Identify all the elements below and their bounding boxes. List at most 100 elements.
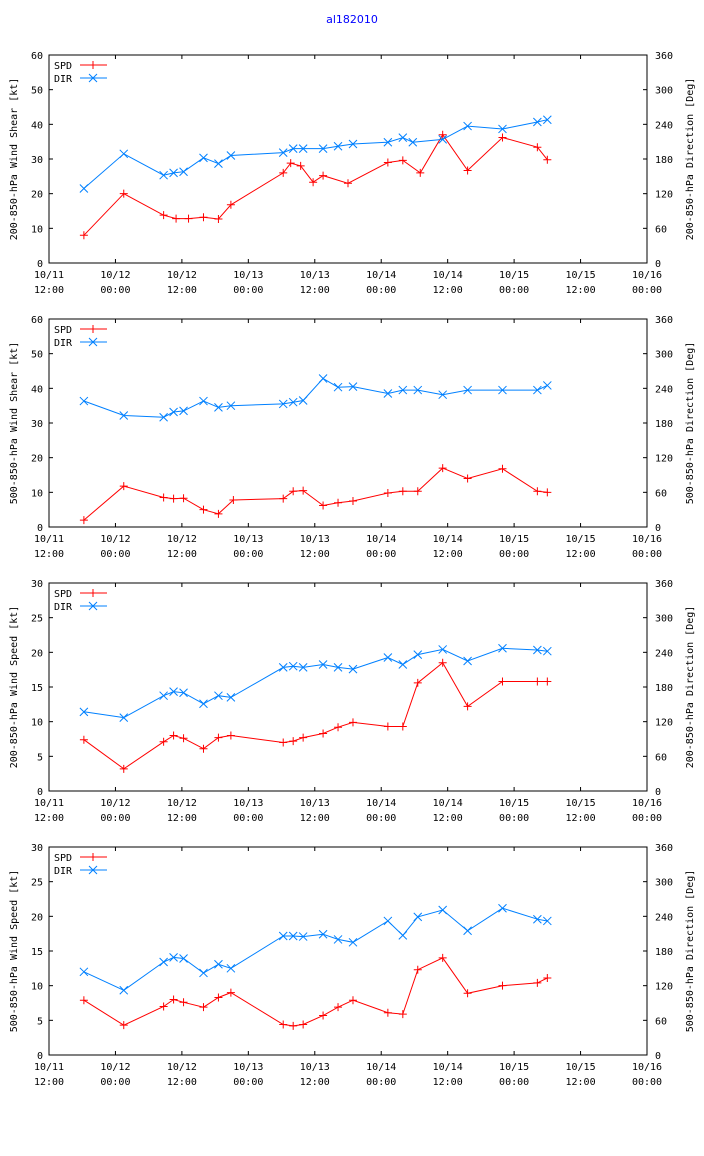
chart-3-x-tick-time: 12:00 [167,813,197,824]
chart-1-x-tick-time: 00:00 [632,285,662,296]
chart-1-spd-point [119,189,128,198]
chart-3-spd-point [533,677,542,686]
chart-3-x-tick-date: 10/16 [632,798,662,809]
chart-2-y-tick-label: 60 [31,315,43,326]
chart-1-spd-point [159,211,168,220]
chart-4-x-tick-time: 12:00 [34,1077,64,1088]
chart-3-spd-point [348,718,357,727]
chart-3-x-tick-time: 00:00 [499,813,529,824]
chart-2-y2-tick-label: 240 [655,384,673,395]
chart-4-spd-point [119,1021,128,1030]
chart-1-y2-tick-label: 0 [655,259,661,270]
page-title: al182010 [326,13,378,26]
chart-2-spd-point [533,487,542,496]
chart-2-y-tick-label: 10 [31,488,43,499]
chart-2-dir-point [226,401,236,411]
chart-3-dir-point [79,707,89,717]
chart-4-spd-line [83,957,548,1027]
chart-2-y2-tick-label: 360 [655,315,673,326]
chart-1-x-tick-time: 00:00 [233,285,263,296]
chart-2-legend-spd-marker [89,325,97,333]
chart-1-x-tick-date: 10/16 [632,270,662,281]
chart-1-legend-dir-label: DIR [54,74,73,85]
chart-2-x-tick-time: 12:00 [433,549,463,560]
chart-4-y-tick-label: 20 [31,912,43,923]
chart-4-spd-point [498,981,507,990]
chart-3-spd-point [383,722,392,731]
chart-3-y2-axis-title: 200-850-hPa Direction [Deg] [685,606,696,769]
chart-4-x-tick-date: 10/11 [34,1062,64,1073]
chart-4-y2-tick-label: 0 [655,1051,661,1062]
chart-2-spd-point [169,494,178,503]
chart-2-x-tick-time: 12:00 [34,549,64,560]
chart-1-spd-point [172,214,181,223]
chart-2-dir-point [542,381,552,390]
chart-4-legend-dir-marker [88,865,98,875]
chart-1-x-tick-date: 10/12 [100,270,130,281]
chart-2-dir-point [463,385,472,395]
chart-3-y2-tick-label: 360 [655,579,673,590]
chart-2-spd-point [383,489,392,498]
chart-4-spd-point [279,1020,288,1029]
chart-4-y-tick-label: 0 [37,1051,43,1062]
chart-3-dir-point [159,691,168,701]
chart-3-x-tick-date: 10/11 [34,798,64,809]
chart-3-y-tick-label: 5 [37,752,43,763]
chart-1-spd-point [184,214,193,223]
chart-3-x-tick-time: 12:00 [433,813,463,824]
chart-1-dir-point [398,133,408,142]
chart-2-x-tick-date: 10/13 [300,534,330,545]
chart-3-y-tick-label: 30 [31,579,43,590]
chart-1-y-tick-label: 40 [31,120,43,131]
chart-4-spd-point [438,953,447,962]
chart-3-y-tick-label: 15 [31,683,43,694]
chart-2-y2-axis-title: 500-850-hPa Direction [Deg] [685,342,696,505]
chart-3-spd-line [83,661,548,770]
chart-2-y-tick-label: 30 [31,419,43,430]
chart-4-spd-point [463,989,472,998]
chart-4-x-tick-time: 12:00 [433,1077,463,1088]
chart-2-dir-point [498,385,507,395]
chart-2-plot-frame [48,318,648,528]
chart-1-y2-tick-label: 300 [655,86,673,97]
chart-1-spd-point [543,155,552,164]
chart-4-spd-point [299,1020,308,1029]
chart-1-x-tick-date: 10/14 [433,270,463,281]
chart-3-dir-point [333,663,343,672]
chart-2-spd-point [348,497,357,505]
chart-2-x-tick-date: 10/14 [366,534,396,545]
chart-1-y-tick-label: 50 [31,86,43,97]
chart-1-dir-point [159,170,168,180]
chart-1-x-tick-date: 10/15 [499,270,529,281]
chart-1-dir-point [199,153,208,163]
chart-3-y2-tick-label: 60 [655,752,667,763]
chart-2-spd-point [334,498,343,507]
chart-3-y2-tick-label: 120 [655,718,673,729]
chart-1-spd-point [416,168,425,177]
chart-3-dir-point [169,687,178,696]
chart-4-dir-line [83,907,548,991]
chart-2-dir-point [333,382,343,392]
chart-1-x-tick-date: 10/12 [167,270,197,281]
chart-2-spd-point [79,516,88,525]
chart-4-x-tick-date: 10/12 [100,1062,130,1073]
chart-3-dir-point [199,699,208,709]
chart-2-y2-tick-label: 300 [655,350,673,361]
chart-1-dir-point [79,184,89,193]
chart-1-spd-point [214,214,223,223]
chart-2-spd-point [179,494,188,503]
chart-1-y2-tick-label: 360 [655,51,673,62]
chart-4-x-tick-time: 12:00 [300,1077,330,1088]
chart-2-dir-point [383,389,393,398]
chart-3-x-tick-time: 12:00 [300,813,330,824]
chart-4-x-tick-date: 10/12 [167,1062,197,1073]
chart-1-dir-point [533,117,542,127]
chart-4-spd-point [159,1002,168,1011]
chart-1-x-tick-time: 12:00 [566,285,596,296]
chart-1-dir-point [226,151,236,160]
chart-1-x-tick-date: 10/13 [233,270,263,281]
chart-2-spd-point [398,487,407,496]
chart-4-x-tick-date: 10/14 [433,1062,463,1073]
chart-4-dir-point [79,967,89,977]
chart-2-dir-point [413,385,423,395]
